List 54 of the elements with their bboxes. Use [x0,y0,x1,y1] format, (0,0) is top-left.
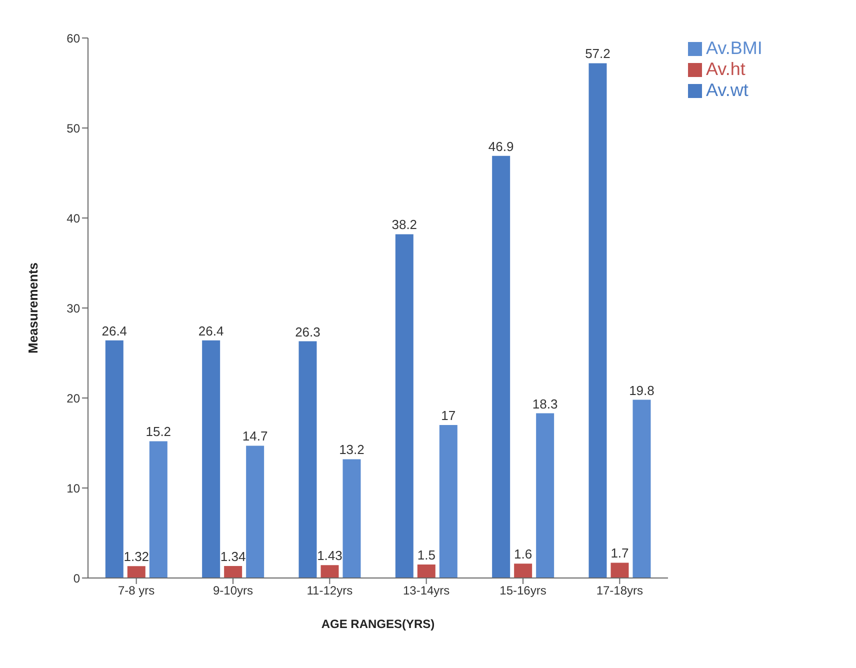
legend-label: Av.wt [706,80,748,100]
bar [588,63,607,578]
y-axis-title: Measurements [26,262,41,354]
data-label: 13.2 [339,442,364,458]
y-tick-label: 20 [66,391,80,406]
bar [298,341,317,578]
data-label: 26.4 [198,323,224,338]
legend-label: Av.ht [706,59,746,79]
bar [536,413,554,578]
bar [320,565,339,578]
x-tick-label: 9-10yrs [212,584,254,598]
data-label: 17 [441,408,456,423]
x-tick-label: 11-12yrs [306,584,353,598]
bar [439,425,458,578]
data-label: 26.3 [295,324,320,340]
y-tick-label: 0 [73,571,80,586]
x-tick-label: 17-18yrs [596,584,644,598]
data-label: 46.9 [488,138,514,154]
data-label: 38.2 [392,217,418,232]
data-label: 26.4 [102,323,128,338]
x-axis-title: AGE RANGES(YRS) [321,617,435,631]
data-label: 1.7 [610,546,629,561]
bar [514,564,532,578]
bar [246,446,264,578]
bar [492,156,510,578]
data-label: 57.2 [585,46,610,62]
data-label: 1.5 [417,548,436,562]
y-tick-label: 40 [66,211,80,226]
bar [224,566,242,578]
bar [127,566,146,578]
x-tick-label: 13-14yrs [402,584,450,598]
y-tick-label: 30 [66,301,80,316]
bar [395,234,414,578]
data-label: 19.8 [629,382,654,398]
bar [105,340,124,578]
data-label: 18.3 [532,396,558,412]
y-tick-label: 50 [66,121,80,136]
y-tick-label: 60 [66,31,80,46]
bar [417,564,436,578]
x-tick-label: 15-16yrs [500,584,546,598]
bar [610,562,629,578]
data-label: 1.43 [317,548,342,564]
data-label: 14.7 [242,428,268,444]
data-label: 1.6 [514,546,532,562]
y-tick-label: 10 [66,481,80,496]
bar [149,441,168,578]
data-label: 1.32 [124,549,150,564]
legend-label: Av.BMI [706,38,762,58]
bar [342,459,361,578]
data-label: 1.34 [220,548,246,564]
data-label: 15.2 [146,424,172,440]
x-tick-label: 7-8 yrs [118,584,155,598]
bar [632,400,651,578]
bar [202,340,220,578]
